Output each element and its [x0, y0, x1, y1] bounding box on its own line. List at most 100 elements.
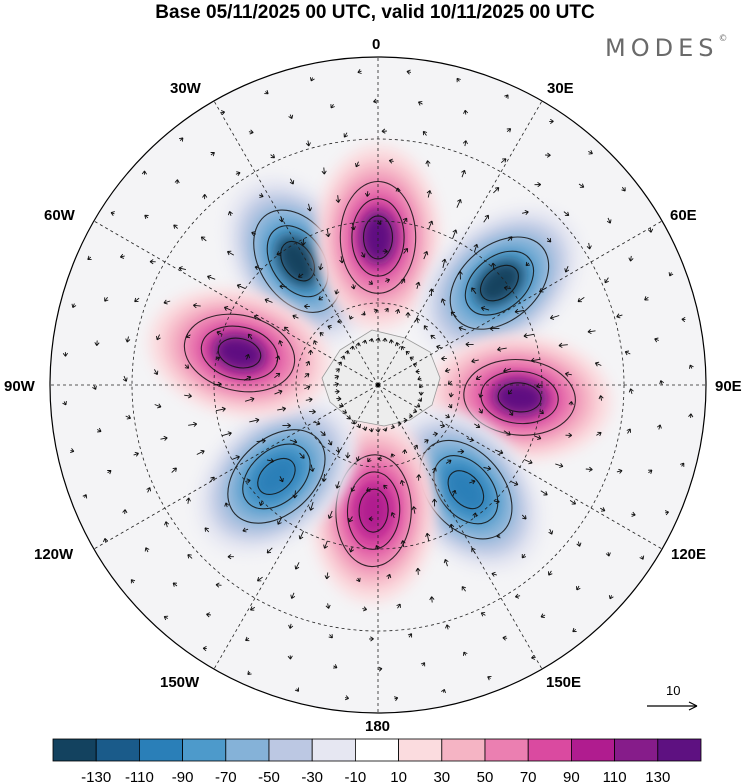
- wind-arrow: [497, 346, 507, 352]
- lon-label-150e: 150E: [546, 674, 582, 691]
- reference-vector-label: 10: [666, 683, 681, 698]
- wind-arrow: [185, 333, 191, 339]
- wind-arrow: [171, 467, 177, 473]
- wind-arrow: [447, 380, 453, 385]
- wind-arrow: [324, 572, 330, 580]
- wind-arrow: [493, 498, 500, 504]
- wind-arrow: [333, 664, 338, 669]
- wind-arrow: [480, 612, 486, 617]
- wind-arrow: [334, 382, 339, 387]
- wind-arrow: [226, 250, 235, 256]
- wind-arrow: [133, 451, 139, 457]
- wind-arrow: [440, 298, 446, 306]
- wind-arrow: [110, 211, 115, 216]
- wind-arrow: [461, 169, 466, 178]
- wind-arrow: [187, 554, 193, 559]
- wind-arrow: [489, 325, 500, 332]
- wind-arrow: [336, 396, 342, 402]
- wind-arrow: [321, 473, 327, 482]
- colorbar-tick-label: 110: [603, 769, 627, 783]
- wind-arrow: [368, 428, 374, 433]
- colorbar-swatch: [182, 738, 227, 762]
- wind-arrow: [429, 596, 435, 603]
- wind-arrow: [122, 375, 128, 382]
- wind-arrow: [396, 603, 401, 609]
- wind-arrow: [681, 317, 686, 323]
- wind-arrow: [375, 337, 381, 342]
- wind-arrow: [292, 314, 299, 320]
- wind-arrow: [274, 372, 281, 379]
- wind-arrow: [209, 476, 215, 483]
- wind-arrow: [122, 509, 128, 515]
- wind-arrow: [366, 487, 371, 492]
- wind-arrow: [388, 158, 394, 164]
- wind-arrow: [411, 506, 417, 514]
- wind-arrow: [503, 285, 511, 291]
- wind-arrow: [362, 606, 368, 612]
- wind-arrow: [586, 242, 592, 250]
- wind-arrow: [299, 452, 305, 459]
- colorbar-swatch: [354, 738, 399, 762]
- wind-arrow: [478, 408, 483, 414]
- wind-arrow: [457, 271, 463, 280]
- wind-arrow: [422, 130, 428, 136]
- wind-arrow: [264, 89, 269, 95]
- wind-arrow: [356, 423, 362, 429]
- colorbar-tick-label: -30: [301, 769, 323, 783]
- wind-arrow: [430, 334, 436, 340]
- colorbar-swatch: [441, 738, 486, 762]
- wind-arrow: [235, 171, 241, 177]
- wind-arrow: [365, 191, 371, 197]
- wind-arrow: [334, 375, 340, 380]
- wind-arrow: [448, 392, 454, 398]
- wind-arrow: [680, 462, 685, 467]
- brand-mark: ©: [718, 34, 728, 44]
- wind-arrow: [163, 299, 171, 305]
- wind-arrow: [325, 228, 331, 238]
- wind-arrow: [415, 368, 420, 375]
- wind-arrow: [248, 129, 254, 135]
- wind-arrow: [471, 287, 477, 294]
- wind-arrow: [631, 511, 636, 517]
- wind-arrow: [596, 431, 602, 437]
- wind-arrow: [386, 573, 392, 579]
- wind-arrow: [275, 355, 281, 362]
- lon-label-120w: 120W: [34, 546, 74, 563]
- wind-arrow: [215, 406, 226, 412]
- wind-arrow: [335, 481, 341, 489]
- wind-arrow: [514, 593, 521, 599]
- wind-arrow: [441, 356, 447, 362]
- wind-arrow: [290, 592, 296, 599]
- wind-arrow: [71, 303, 77, 308]
- map-title: Base 05/11/2025 00 UTC, valid 10/11/2025…: [155, 2, 595, 23]
- wind-arrow: [445, 413, 450, 419]
- wind-arrow: [339, 256, 345, 264]
- wind-arrow: [202, 194, 208, 200]
- wind-arrow: [577, 297, 585, 303]
- wind-arrow: [328, 634, 333, 639]
- wind-arrow: [431, 498, 438, 507]
- wind-arrow: [325, 603, 331, 609]
- wind-arrow: [444, 367, 451, 373]
- wind-arrow: [196, 449, 205, 455]
- wind-arrow: [153, 369, 159, 376]
- wind-arrow: [206, 612, 211, 618]
- wind-arrow: [256, 438, 266, 444]
- wind-arrow: [251, 231, 257, 236]
- wind-arrow: [342, 409, 348, 414]
- wind-arrow: [406, 69, 412, 75]
- lon-label-150w: 150W: [160, 674, 200, 691]
- wind-arrow: [483, 465, 492, 471]
- wind-arrow: [475, 375, 482, 380]
- wind-arrow: [154, 403, 162, 409]
- wind-arrow: [348, 516, 353, 523]
- wind-arrow: [236, 283, 246, 290]
- wind-arrow: [587, 328, 596, 335]
- wind-arrow: [399, 479, 405, 486]
- anomaly-high-1: [316, 145, 440, 330]
- wind-arrow: [487, 675, 492, 681]
- wind-arrow: [558, 342, 568, 348]
- wind-arrow: [309, 464, 315, 472]
- wind-arrow: [564, 371, 572, 377]
- lon-label-90w: 90W: [4, 378, 35, 395]
